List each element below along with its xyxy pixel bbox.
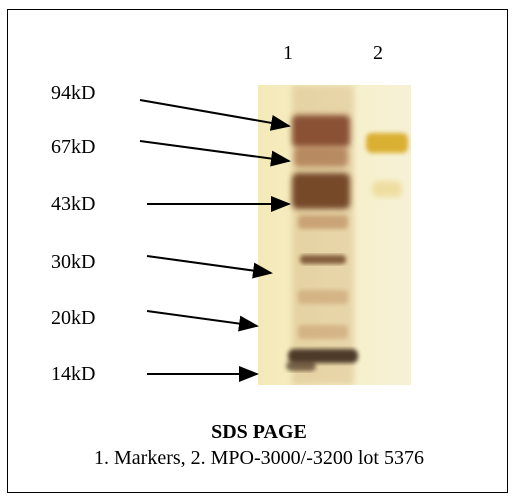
figure-title: SDS PAGE: [211, 421, 307, 443]
arrow-67kd: [139, 140, 291, 167]
marker-label-30kd: 30kD: [51, 251, 96, 273]
marker-label-94kd: 94kD: [51, 82, 96, 104]
lane-number-1: 1: [283, 42, 293, 64]
gel-image: [258, 85, 411, 385]
figure-caption: 1. Markers, 2. MPO-3000/-3200 lot 5376: [94, 447, 424, 469]
marker-label-14kd: 14kD: [51, 363, 96, 385]
marker-label-43kd: 43kD: [51, 193, 96, 215]
marker-label-20kd: 20kD: [51, 307, 96, 329]
lane-number-2: 2: [373, 42, 383, 64]
arrow-94kd: [139, 99, 291, 131]
figure-frame: [7, 9, 508, 493]
arrow-20kd: [146, 310, 259, 332]
arrow-30kd: [146, 255, 273, 279]
marker-label-67kd: 67kD: [51, 136, 96, 158]
